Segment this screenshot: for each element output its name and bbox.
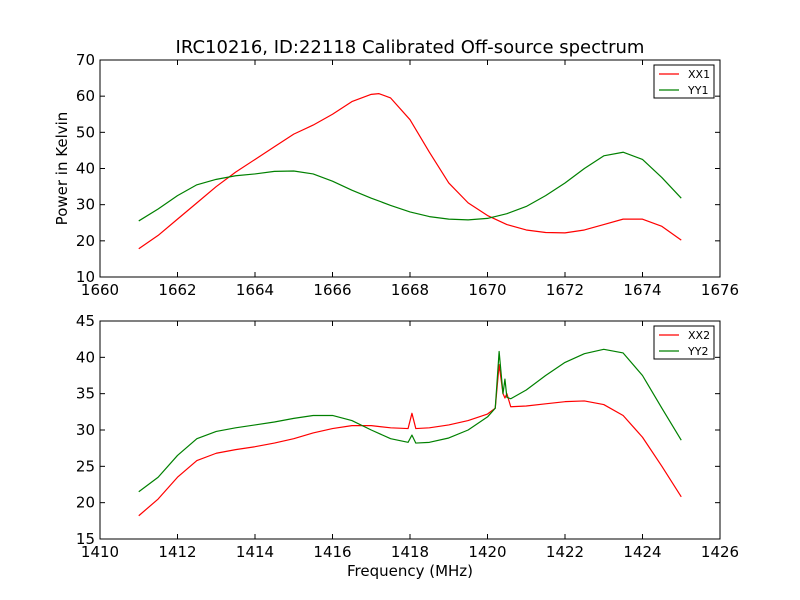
bottom-x-axis-label: Frequency (MHz) (347, 562, 473, 580)
top-legend-label-yy1: YY1 (687, 84, 708, 97)
top-x-tick-label: 1666 (313, 281, 351, 299)
bottom-x-tick-label: 1414 (236, 543, 274, 561)
bottom-chart: 1410 1412 1414 1416 1418 1420 1422 1424 1426 15 20… (76, 312, 739, 580)
top-chart: 1660 1662 1664 1666 1668 1670 1672 1674 1676 10 20… (53, 37, 739, 299)
top-y-tick-label: 60 (76, 87, 95, 105)
top-legend-label-xx1: XX1 (688, 68, 710, 81)
top-series-xx1-line (138, 93, 682, 250)
top-x-tick-label: 1668 (391, 281, 429, 299)
top-y-tick-label: 10 (76, 268, 95, 286)
top-y-tick-label: 70 (76, 51, 95, 69)
top-x-tick-label: 1672 (546, 281, 584, 299)
top-x-tick-label: 1662 (158, 281, 196, 299)
bottom-x-tick-label: 1422 (546, 543, 584, 561)
bottom-legend-label-xx2: XX2 (688, 329, 710, 342)
bottom-x-tick-label: 1416 (313, 543, 351, 561)
top-chart-title: IRC10216, ID:22118 Calibrated Off-source… (176, 37, 645, 58)
top-x-tick-label: 1674 (623, 281, 661, 299)
top-y-tick-label: 50 (76, 123, 95, 141)
top-x-tick-label: 1676 (701, 281, 739, 299)
top-y-tick-label: 20 (76, 232, 95, 250)
bottom-x-tick-label: 1424 (623, 543, 661, 561)
top-y-tick-label: 30 (76, 196, 95, 214)
bottom-y-tick-label: 40 (76, 348, 95, 366)
bottom-y-tick-label: 25 (76, 457, 95, 475)
bottom-y-tick-label: 30 (76, 421, 95, 439)
bottom-y-tick-label: 35 (76, 385, 95, 403)
bottom-y-tick-label: 20 (76, 494, 95, 512)
bottom-x-tick-label: 1418 (391, 543, 429, 561)
bottom-x-tick-label: 1412 (158, 543, 196, 561)
bottom-legend-box (653, 325, 715, 360)
bottom-legend-label-yy2: YY2 (687, 345, 708, 358)
top-y-tick-label: 40 (76, 160, 95, 178)
bottom-x-tick-label: 1426 (701, 543, 739, 561)
bottom-series-yy2-line (138, 348, 682, 493)
bottom-y-tick-label: 15 (76, 530, 95, 548)
top-y-axis-label: Power in Kelvin (53, 112, 71, 226)
bottom-series-xx2-line (138, 364, 682, 517)
bottom-x-tick-label: 1420 (468, 543, 506, 561)
top-x-tick-label: 1664 (236, 281, 274, 299)
top-series-yy1-line (138, 151, 682, 222)
top-x-tick-label: 1660 (81, 281, 119, 299)
bottom-x-tick-label: 1410 (81, 543, 119, 561)
top-x-tick-label: 1670 (468, 281, 506, 299)
bottom-y-tick-label: 45 (76, 312, 95, 330)
top-legend-box (653, 64, 715, 99)
